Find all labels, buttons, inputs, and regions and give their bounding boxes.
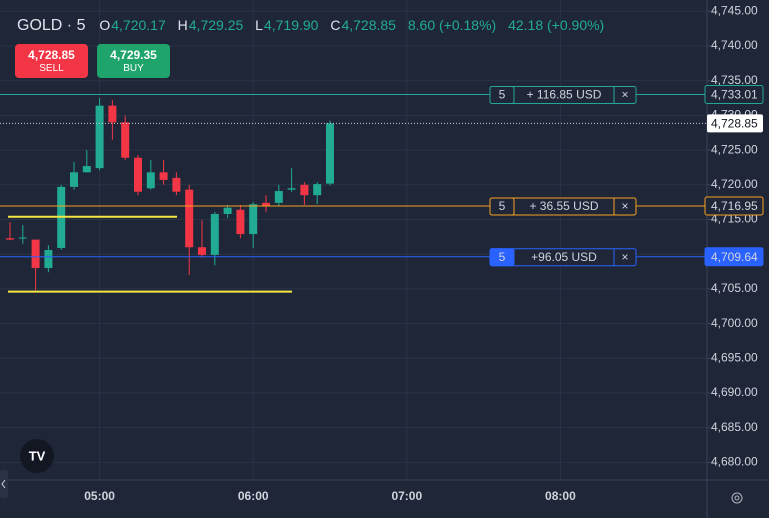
candle-body: [134, 157, 142, 192]
header: GOLD · 5 O4,720.17 H4,729.25 L4,719.90 C…: [17, 17, 605, 35]
y-tick-label: 4,680.00: [711, 455, 758, 469]
ohlc-key: C: [330, 17, 341, 33]
order-price-box: [704, 247, 764, 267]
last-price-box: [707, 114, 763, 133]
order-qty-box: [489, 197, 515, 216]
order-pnl: + 116.85 USD: [527, 88, 602, 102]
settings-icon[interactable]: [731, 492, 743, 504]
order-qty: 5: [499, 199, 506, 213]
candle-body: [70, 172, 78, 187]
candle-body: [31, 239, 40, 269]
order-price-box: [704, 196, 764, 216]
order-qty: 5: [499, 88, 506, 102]
y-tick-label: 4,690.00: [711, 385, 758, 399]
x-tick-label: 08:00: [545, 489, 576, 503]
order-close: ×: [621, 250, 628, 264]
y-tick-label: 4,740.00: [711, 38, 758, 52]
candle-body: [172, 177, 181, 192]
sell-label: SELL: [39, 63, 64, 74]
candle-body: [249, 204, 258, 235]
settings-icon-center: [734, 495, 740, 501]
y-tick-label: 4,685.00: [711, 420, 758, 434]
candle-body: [146, 172, 155, 189]
buy-price: 4,729.35: [110, 48, 157, 62]
ohlc-value: 4,728.85: [341, 17, 396, 33]
side-tab-arrow: [1, 479, 6, 489]
ohlc-value: 4,729.25: [188, 17, 244, 33]
ohlc-key: L: [255, 17, 263, 33]
order-close: ×: [621, 88, 628, 102]
order-qty-box: [489, 248, 515, 267]
marks: [6, 98, 334, 291]
order-close: ×: [621, 199, 628, 213]
candle-body: [44, 250, 53, 269]
last-price-label: 4,728.85: [711, 117, 758, 131]
order-pnl: + 36.55 USD: [529, 199, 598, 213]
candle-body: [274, 191, 283, 203]
candle-body: [287, 188, 296, 190]
candle-body: [6, 238, 14, 240]
candle-body: [236, 209, 245, 235]
y-tick-label: 4,700.00: [711, 316, 758, 330]
candle-body: [82, 166, 91, 173]
candle-body: [95, 105, 104, 169]
y-tick-label: 4,695.00: [711, 350, 758, 364]
candle-body: [121, 122, 130, 158]
sell-button[interactable]: 4,728.85 SELL: [15, 44, 88, 78]
order-price-label: 4,709.64: [711, 250, 758, 264]
ohlc-value: 4,719.90: [263, 17, 319, 33]
order-pnl: +96.05 USD: [531, 250, 597, 264]
order-qty: 5: [499, 250, 506, 264]
y-tick-label: 4,735.00: [711, 73, 758, 87]
logo[interactable]: [20, 439, 54, 473]
y-tick-label: 4,720.00: [711, 177, 758, 191]
volume: 42.18 (+0.90%): [508, 17, 605, 33]
candle-body: [326, 123, 334, 184]
order-price-label: 4,733.01: [711, 88, 758, 102]
buy-button[interactable]: 4,729.35 BUY: [97, 44, 170, 78]
overlay: 4,728.85 5 + 116.85 USD × 4,733.01 5 + 36.55 U…: [0, 85, 764, 293]
candle-body: [185, 189, 194, 248]
order-price-label: 4,716.95: [711, 199, 758, 213]
ohlc-key: O: [99, 17, 111, 33]
candle-body: [108, 105, 117, 123]
y-tick-label: 4,725.00: [711, 142, 758, 156]
y-tick-label: 4,705.00: [711, 281, 758, 295]
candle-body: [262, 202, 270, 206]
side-tab[interactable]: [0, 470, 8, 498]
candle-body: [313, 184, 322, 196]
x-tick-label: 07:00: [391, 489, 422, 503]
change: 8.60 (+0.18%): [407, 17, 497, 33]
ohlc-value: 4,720.17: [111, 17, 166, 33]
logo-mark: TV: [29, 448, 46, 463]
symbol: GOLD · 5: [17, 17, 86, 34]
candle-body: [18, 237, 27, 239]
candle-body: [210, 213, 219, 255]
order-qty-box: [489, 86, 515, 105]
ohlc-key: H: [177, 17, 188, 33]
sell-price: 4,728.85: [28, 48, 75, 62]
candle-body: [198, 247, 206, 255]
x-tick-label: 06:00: [238, 489, 269, 503]
buy-label: BUY: [123, 63, 144, 74]
candle-body: [300, 184, 309, 196]
y-tick-label: 4,745.00: [711, 3, 758, 17]
x-tick-label: 05:00: [84, 489, 115, 503]
order-price-box: [704, 85, 764, 105]
candle-body: [159, 172, 168, 180]
candle-body: [223, 207, 232, 214]
